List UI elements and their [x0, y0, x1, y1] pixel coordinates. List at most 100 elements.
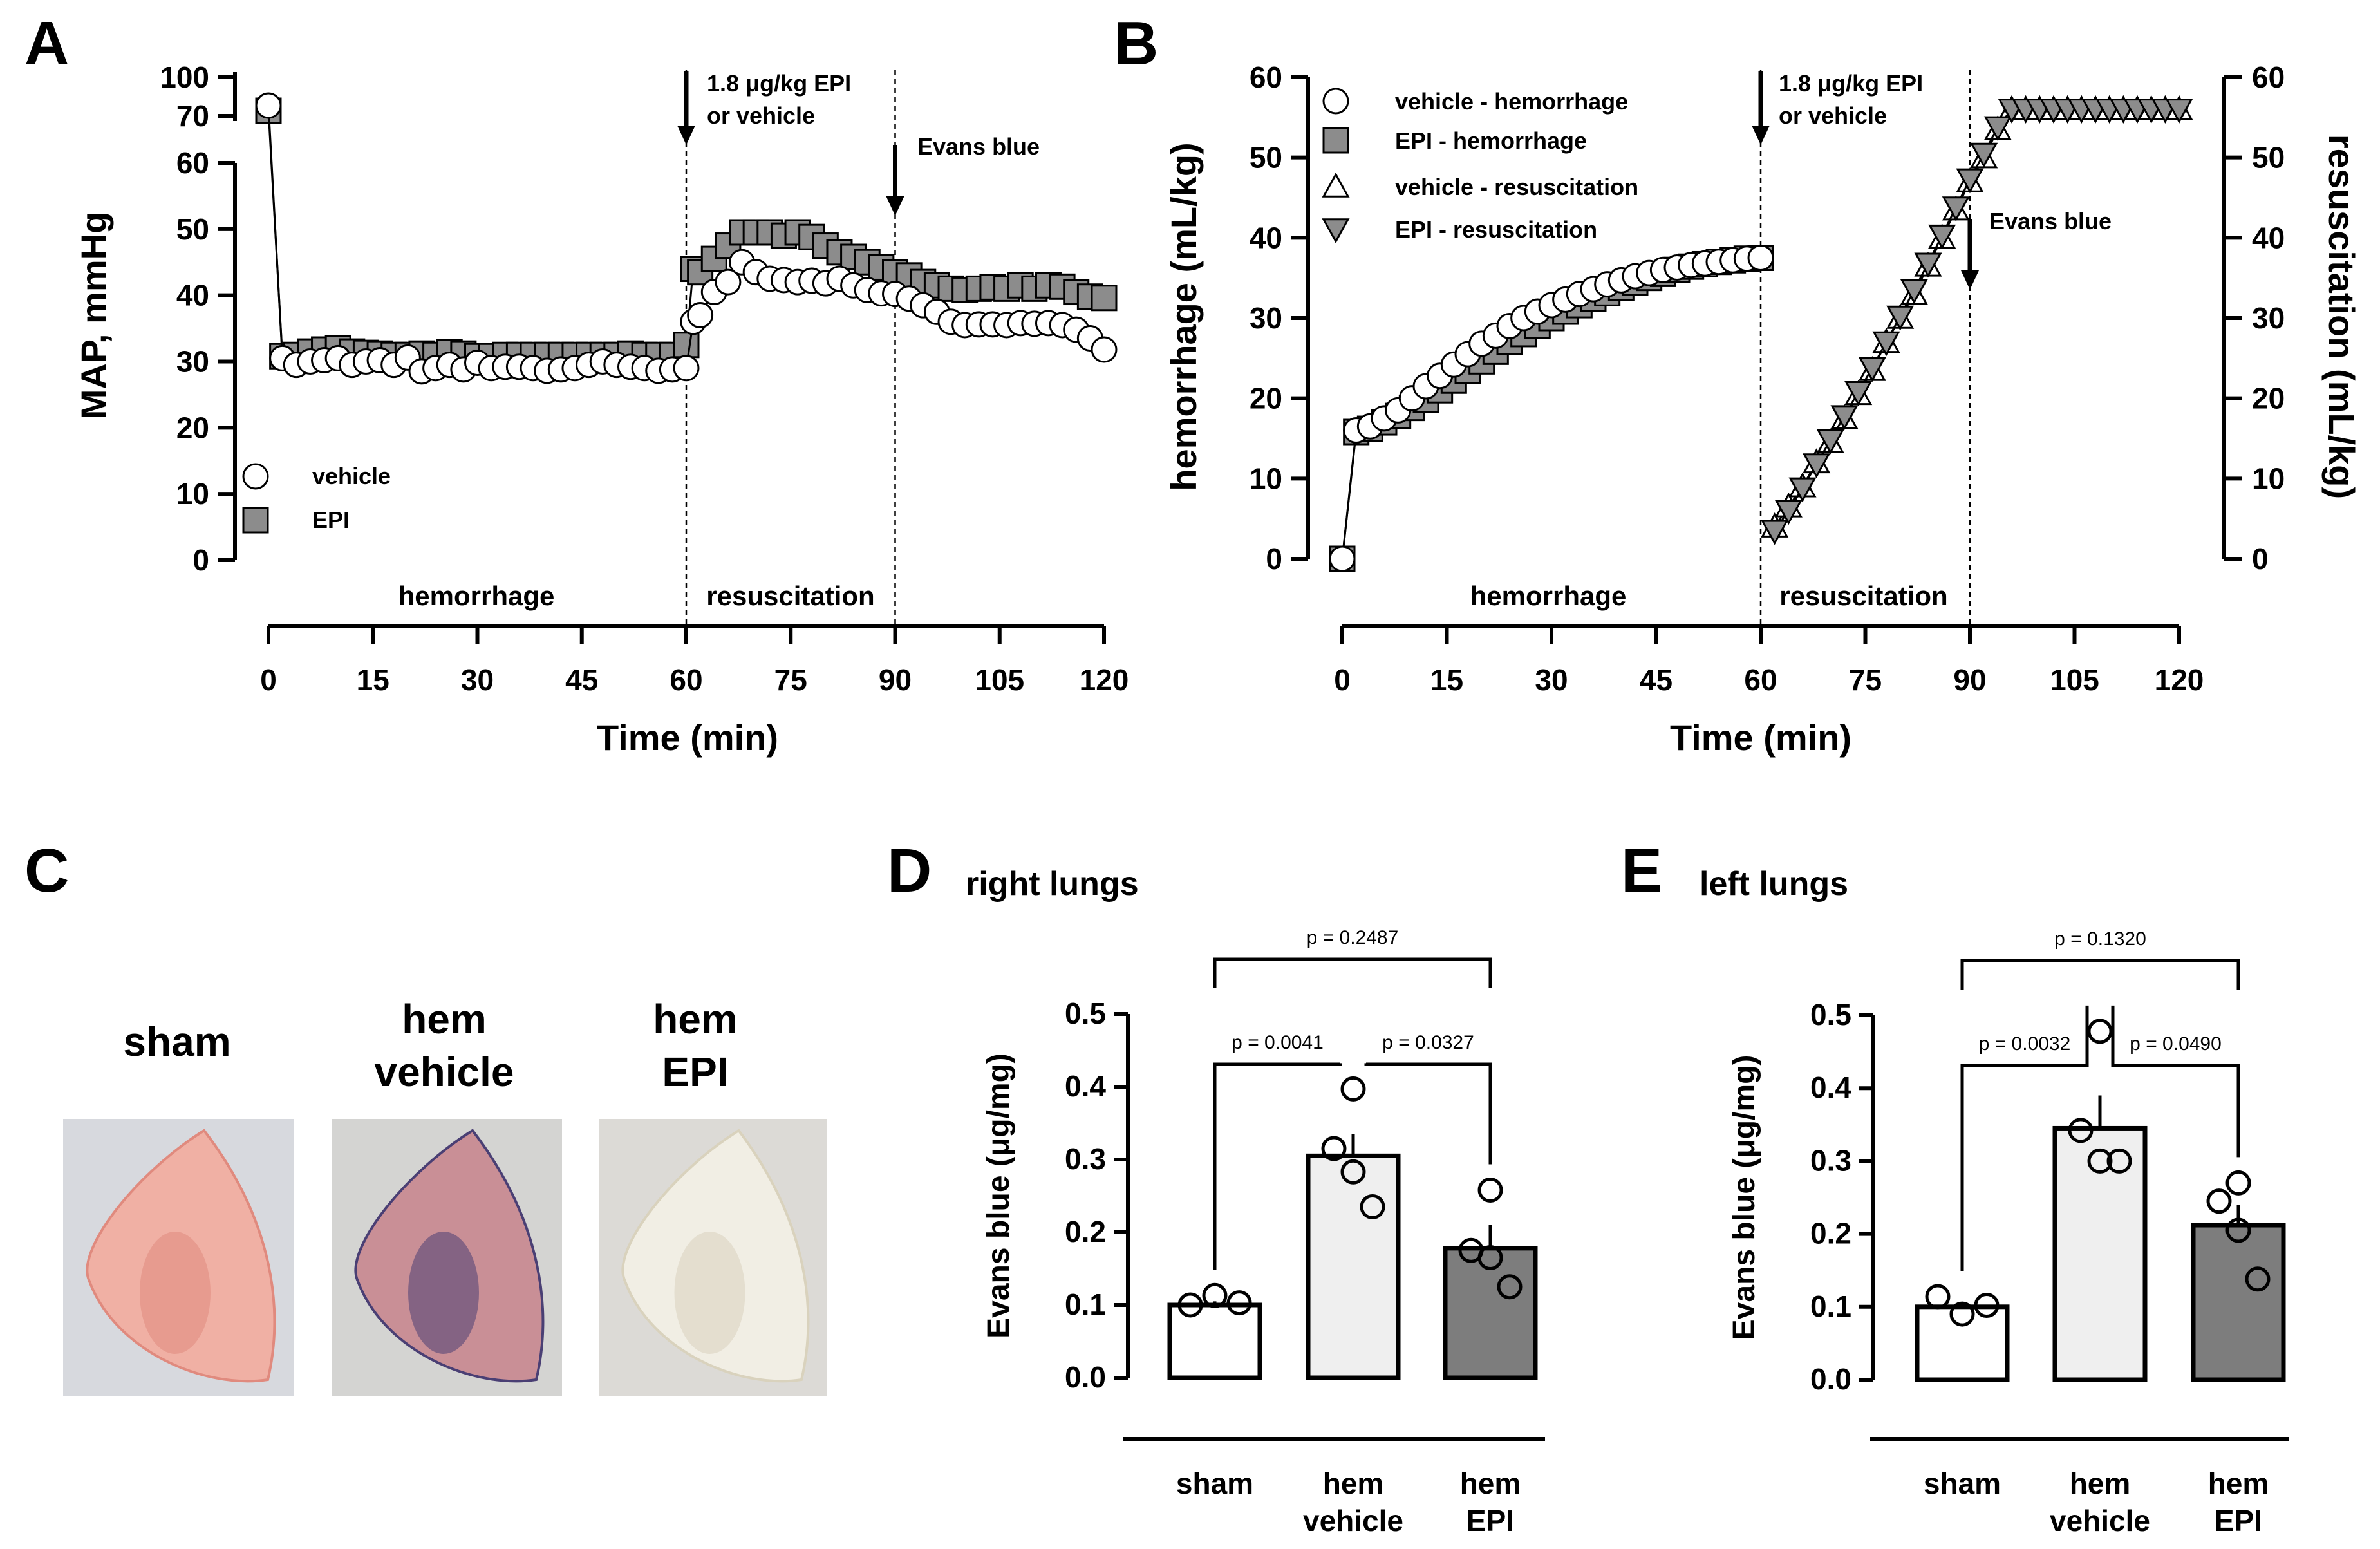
- d-y-tick-label: 0.0: [1065, 1360, 1106, 1394]
- b-point-EPI - resuscitation: [1774, 500, 1803, 525]
- a-x-tick-label: 90: [879, 663, 912, 697]
- a-x-axis-title: Time (min): [597, 717, 778, 758]
- a-y-tick-label: 60: [176, 146, 209, 180]
- b-point-EPI - resuscitation: [1886, 305, 1915, 331]
- a-annotation-epi-line2: or vehicle: [707, 102, 815, 129]
- e-data-point: [2245, 1266, 2271, 1292]
- e-bar-2: [2191, 1223, 2286, 1382]
- b-y-tick-label-left: 30: [1250, 301, 1282, 335]
- e-data-point: [2225, 1217, 2251, 1243]
- b-point-EPI - resuscitation: [2165, 99, 2193, 124]
- a-x-tick-label: 75: [774, 663, 807, 697]
- d-chart-title: right lungs: [966, 865, 1139, 903]
- a-x-tick-label: 30: [461, 663, 494, 697]
- a-phase-resuscitation: resuscitation: [706, 581, 874, 611]
- d-data-point: [1360, 1194, 1385, 1219]
- b-x-tick-label: 75: [1849, 663, 1882, 697]
- a-y-axis-title: MAP, mmHg: [73, 212, 114, 420]
- b-point-EPI - resuscitation: [1900, 279, 1928, 305]
- e-category-label-1-1: vehicle: [2050, 1504, 2150, 1537]
- b-y-tick-label-left: 60: [1250, 61, 1282, 94]
- panel-e-left-lungs-chart: left lungs 0.0 0.1 0.2 0.3 0.4 0.5 Evans blue (…: [1700, 865, 2289, 1537]
- a-legend-marker-epi: [242, 507, 269, 534]
- a-y-break-tick-label: 70: [176, 99, 209, 133]
- b-annotation-epi-line1: 1.8 μg/kg EPI: [1779, 70, 1923, 97]
- d-bar-1: [1306, 1153, 1401, 1380]
- e-data-point: [2225, 1170, 2251, 1196]
- d-data-point: [1477, 1245, 1503, 1271]
- e-data-point: [2106, 1148, 2132, 1174]
- e-category-label-2-1: EPI: [2215, 1504, 2262, 1537]
- b-point-EPI - resuscitation: [1788, 477, 1817, 503]
- d-data-point: [1177, 1292, 1203, 1318]
- a-point-vehicle: [1091, 336, 1118, 363]
- a-y-tick-label: 30: [176, 345, 209, 379]
- b-point-EPI - resuscitation: [1858, 357, 1886, 382]
- b-legend-marker: [1322, 218, 1350, 244]
- panel-label-a: A: [24, 9, 69, 78]
- a-phase-hemorrhage: hemorrhage: [398, 581, 555, 611]
- d-data-point: [1340, 1076, 1366, 1102]
- b-y-tick-label-left: 10: [1250, 462, 1282, 495]
- b-y-tick-label-right: 20: [2252, 382, 2285, 415]
- e-bar-0: [1915, 1304, 2010, 1382]
- b-y-axis-title-right: resuscitation (mL/kg): [2321, 135, 2362, 499]
- b-point-EPI - resuscitation: [1844, 380, 1873, 406]
- a-y-tick-label: 50: [176, 212, 209, 246]
- d-category-label-1-0: hem: [1323, 1467, 1384, 1500]
- e-y-tick-label: 0.1: [1810, 1290, 1851, 1323]
- c-lung-shading: [140, 1232, 211, 1354]
- b-phase-hemorrhage: hemorrhage: [1470, 581, 1627, 611]
- b-x-tick-label: 45: [1640, 663, 1673, 697]
- b-point-EPI - resuscitation: [1872, 331, 1900, 357]
- d-y-tick-label: 0.5: [1065, 997, 1106, 1030]
- b-annotation-epi-line2: or vehicle: [1779, 102, 1887, 129]
- a-legend-epi: EPI: [312, 507, 350, 533]
- b-x-tick-label: 90: [1953, 663, 1986, 697]
- a-x-tick-label: 105: [975, 663, 1024, 697]
- d-data-point: [1202, 1282, 1228, 1308]
- b-point-EPI - resuscitation: [1956, 168, 1984, 194]
- a-x-tick-label: 60: [670, 663, 702, 697]
- a-y-tick-label: 40: [176, 279, 209, 312]
- d-bar-0: [1167, 1302, 1262, 1380]
- e-category-label-0-0: sham: [1924, 1467, 2001, 1500]
- a-y-tick-label: 20: [176, 411, 209, 444]
- c-photo-label-1-0: hem: [402, 996, 487, 1042]
- b-x-tick-label: 60: [1744, 663, 1777, 697]
- d-y-axis-title: Evans blue (μg/mg): [982, 1053, 1016, 1338]
- e-chart-title: left lungs: [1700, 865, 1848, 903]
- e-y-tick-label: 0.5: [1810, 998, 1851, 1031]
- e-comparison-bracket: [1960, 1005, 2089, 1271]
- b-legend-EPI-resuscitation: EPI - resuscitation: [1395, 216, 1597, 243]
- e-y-tick-label: 0.2: [1810, 1217, 1851, 1250]
- e-y-tick-label: 0.4: [1810, 1071, 1851, 1104]
- b-x-tick-label: 30: [1535, 663, 1568, 697]
- b-point-EPI - resuscitation: [1970, 142, 1998, 168]
- panel-label-b: B: [1114, 9, 1158, 78]
- e-data-point: [2206, 1188, 2232, 1214]
- e-category-label-2-0: hem: [2208, 1467, 2269, 1500]
- a-point-EPI: [1091, 285, 1118, 312]
- d-data-point: [1497, 1274, 1523, 1300]
- b-point-vehicle - hemorrhage: [1329, 545, 1356, 572]
- b-phase-resuscitation: resuscitation: [1779, 581, 1947, 611]
- b-y-tick-label-left: 50: [1250, 141, 1282, 174]
- b-point-EPI - resuscitation: [1983, 116, 2012, 142]
- b-y-tick-label-left: 0: [1266, 542, 1282, 576]
- b-y-tick-label-right: 10: [2252, 462, 2285, 495]
- b-y-tick-label-right: 50: [2252, 141, 2285, 174]
- b-point-vehicle - hemorrhage: [1747, 245, 1774, 271]
- e-data-point: [1949, 1301, 1975, 1327]
- a-legend-marker-vehicle: [242, 463, 269, 490]
- b-y-axis-title-left: hemorrhage (mL/kg): [1163, 142, 1204, 491]
- panel-a-map-chart: 0 10 20 30 40 50 60 70 100 MAP, mmHg 0 15 30 45 60 75 90…: [73, 61, 1129, 758]
- d-category-label-2-1: EPI: [1466, 1504, 1514, 1537]
- b-y-tick-label-right: 0: [2252, 542, 2269, 576]
- e-bar-1: [2052, 1125, 2148, 1382]
- d-y-tick-label: 0.1: [1065, 1288, 1106, 1321]
- d-data-point: [1477, 1177, 1503, 1203]
- panel-label-d: D: [887, 836, 932, 905]
- b-x-tick-label: 15: [1430, 663, 1463, 697]
- b-x-tick-label: 105: [2050, 663, 2099, 697]
